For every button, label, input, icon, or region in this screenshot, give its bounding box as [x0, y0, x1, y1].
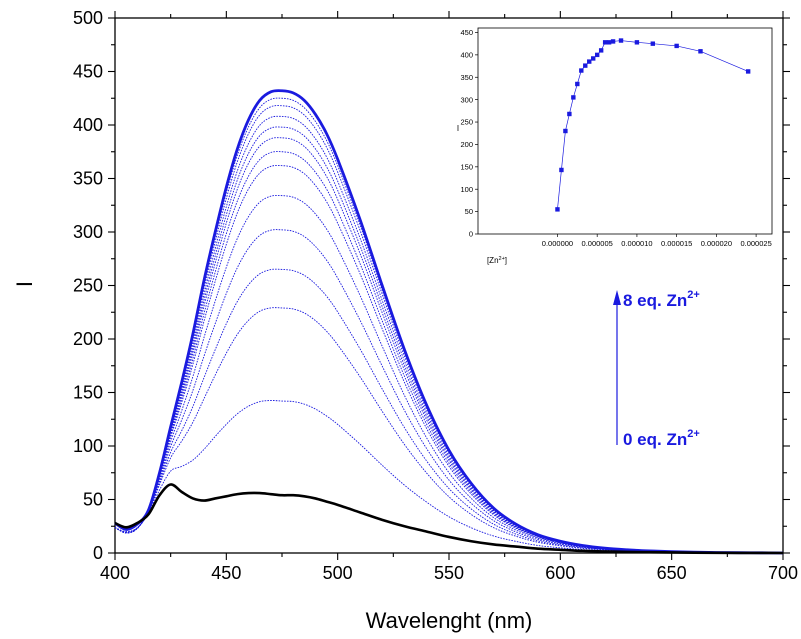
- inset-data-point: [583, 63, 588, 68]
- x-tick-label: 650: [657, 563, 687, 583]
- inset-data-point: [602, 40, 608, 45]
- main-series: [114, 89, 784, 555]
- inset-y-tick-label: 0: [469, 230, 473, 239]
- inset-y-tick-label: 250: [460, 118, 473, 127]
- inset-x-axis-title: [Zn2+]: [487, 256, 507, 265]
- x-tick-label: 450: [211, 563, 241, 583]
- inset-background: [452, 28, 776, 236]
- titration-series-line: [114, 137, 784, 554]
- y-tick-label: 250: [73, 276, 103, 296]
- inset-data-point: [563, 128, 568, 134]
- y-tick-label: 350: [73, 169, 103, 189]
- annotation-top: 8 eq. Zn2+: [623, 289, 700, 310]
- x-tick-label: 400: [100, 563, 130, 583]
- x-axis-title: Wavelenght (nm): [366, 608, 533, 633]
- y-tick-label: 500: [73, 8, 103, 28]
- titration-series-line: [114, 229, 784, 554]
- inset-data-point: [745, 69, 751, 74]
- y-tick-label: 50: [83, 490, 103, 510]
- main-tick-labels: 400 450 500 550 600 650 7000501001502002503003…: [73, 8, 798, 583]
- inset-data-point: [579, 68, 584, 73]
- inset-series: [555, 38, 751, 212]
- inset-data-point: [587, 59, 592, 64]
- inset-y-tick-label: 200: [460, 140, 473, 149]
- titration-series-line: [114, 268, 784, 554]
- titration-arrow-head: [613, 290, 621, 305]
- initial-series-line: [114, 483, 784, 555]
- inset-data-point: [634, 40, 640, 45]
- x-tick-label: 500: [323, 563, 353, 583]
- inset-y-tick-label: 350: [460, 73, 473, 82]
- inset-data-point: [591, 56, 596, 61]
- inset-data-point: [606, 40, 612, 45]
- x-tick-label: 600: [545, 563, 575, 583]
- x-tick-label: 700: [768, 563, 798, 583]
- inset-x-tick-label: 0.000025: [740, 239, 771, 248]
- inset-x-tick-label: 0.000015: [661, 239, 692, 248]
- inset-data-point: [674, 43, 679, 49]
- inset-data-point: [555, 207, 560, 212]
- y-tick-label: 200: [73, 329, 103, 349]
- annotation-bottom: 0 eq. Zn2+: [623, 428, 700, 449]
- inset-y-tick-label: 100: [460, 185, 473, 194]
- inset-data-point: [598, 48, 604, 53]
- y-tick-label: 0: [93, 543, 103, 563]
- inset-data-point: [618, 38, 624, 43]
- y-tick-label: 150: [73, 383, 103, 403]
- inset-axes-ticks: 0 50 100 150 200 250 300 350 400 450 0.000000 0.000…: [460, 28, 771, 248]
- inset-data-point: [594, 52, 600, 58]
- main-axes-ticks: [108, 11, 790, 560]
- x-tick-label: 550: [434, 563, 464, 583]
- y-tick-label: 300: [73, 222, 103, 242]
- y-axis-title: I: [12, 281, 37, 287]
- inset-x-tick-label: 0.000010: [621, 239, 652, 248]
- inset-x-tick-label: 0.000020: [701, 239, 732, 248]
- inset-y-tick-label: 50: [465, 207, 473, 216]
- inset-data-point: [571, 95, 576, 100]
- inset-data-point: [650, 41, 656, 46]
- inset-y-tick-label: 400: [460, 50, 473, 59]
- inset-y-axis-title: I: [457, 124, 459, 133]
- inset-data-point: [610, 39, 616, 44]
- y-tick-label: 100: [73, 436, 103, 456]
- inset-y-tick-label: 300: [460, 95, 473, 104]
- inset-x-tick-label: 0.000005: [582, 239, 613, 248]
- titration-series-line: [114, 400, 784, 554]
- inset-frame: [477, 27, 773, 235]
- inset-y-tick-label: 450: [460, 28, 473, 37]
- titration-series-line: [114, 151, 784, 554]
- final-series-line: [114, 89, 784, 555]
- inset-data-point: [698, 49, 703, 54]
- inset-data-point: [559, 167, 564, 173]
- inset-data-point: [575, 81, 580, 87]
- inset-x-tick-label: 0.000000: [542, 239, 573, 248]
- inset-y-tick-label: 150: [460, 162, 473, 171]
- inset-data-point: [567, 111, 572, 117]
- y-tick-label: 400: [73, 115, 103, 135]
- y-tick-label: 450: [73, 62, 103, 82]
